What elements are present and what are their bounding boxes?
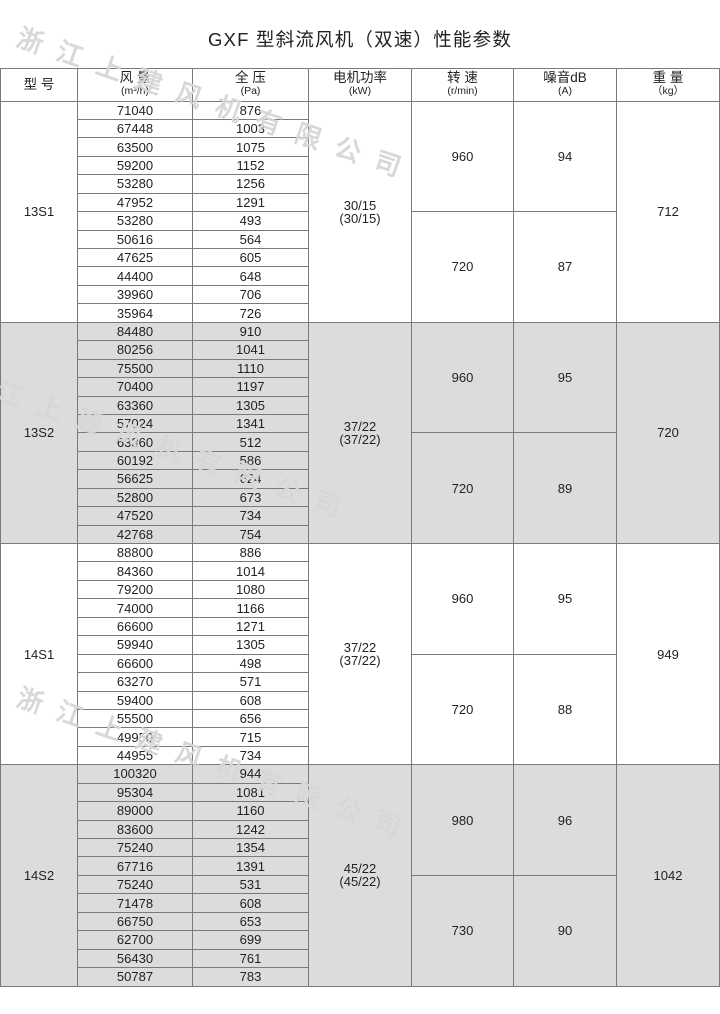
svg-text:浙江上建风机有限公司: 浙江上建风机有限公司 xyxy=(0,1002,360,1014)
